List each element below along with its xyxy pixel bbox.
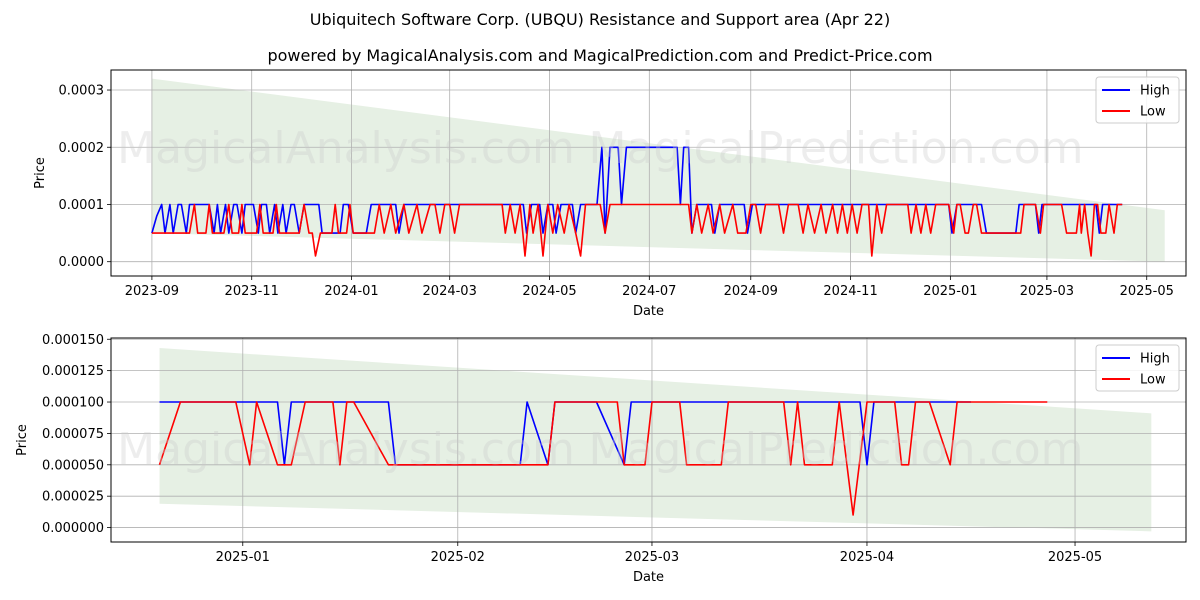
y-axis-label: Price [33, 157, 48, 189]
y-tick-label: 0.000075 [42, 427, 104, 442]
chart-subtitle: powered by MagicalAnalysis.com and Magic… [267, 46, 933, 65]
x-tick-label: 2025-05 [1048, 550, 1102, 565]
x-tick-label: 2025-03 [1020, 284, 1074, 299]
y-tick-label: 0.0002 [59, 141, 105, 156]
y-tick-label: 0.000000 [42, 521, 104, 536]
x-tick-label: 2024-11 [823, 284, 877, 299]
legend-label-low: Low [1140, 373, 1166, 388]
x-tick-label: 2024-01 [324, 284, 378, 299]
series-line-low [151, 203, 1123, 257]
legend-label-high: High [1140, 84, 1170, 99]
legend-label-high: High [1140, 352, 1170, 367]
x-tick-label: 2025-05 [1120, 284, 1174, 299]
chart-panel-1: 2023-09 2023-11 2024-01 2024-03 2024-05 2024-… [33, 69, 1187, 319]
y-tick-label: 0.0001 [59, 198, 105, 213]
x-axis-label: Date [633, 570, 664, 585]
y-tick-label: 0.000100 [42, 396, 104, 411]
x-tick-label: 2024-03 [423, 284, 477, 299]
x-tick-label: 2023-11 [225, 284, 279, 299]
plot-frame [110, 69, 1187, 277]
watermark-text: MagicalPrediction.com [589, 123, 1084, 174]
chart-panel-2: 2025-01 2025-02 2025-03 2025-04 2025-05 0.000… [15, 333, 1187, 585]
support-resistance-band [159, 348, 1152, 532]
watermark-text: MagicalAnalysis.com [117, 424, 575, 475]
x-tick-label: 2024-09 [724, 284, 778, 299]
y-tick-label: 0.000150 [42, 333, 104, 348]
y-tick-label: 0.000050 [42, 458, 104, 473]
watermark-text: MagicalAnalysis.com [117, 123, 575, 174]
y-axis-label: Price [15, 424, 30, 456]
x-tick-label: 2025-02 [431, 550, 485, 565]
y-tick-label: 0.0000 [59, 255, 105, 270]
series-line-low [158, 401, 1048, 516]
x-tick-label: 2024-05 [522, 284, 576, 299]
x-tick-label: 2023-09 [125, 284, 179, 299]
chart-title: Ubiquitech Software Corp. (UBQU) Resista… [309, 10, 891, 29]
x-tick-label: 2025-01 [216, 550, 270, 565]
x-axis-label: Date [633, 304, 664, 319]
watermark-text: MagicalPrediction.com [589, 424, 1084, 475]
plot-frame [110, 337, 1187, 543]
x-tick-label: 2025-04 [840, 550, 894, 565]
y-tick-label: 0.0003 [59, 84, 105, 99]
y-tick-label: 0.000125 [42, 364, 104, 379]
y-tick-label: 0.000025 [42, 490, 104, 505]
x-tick-label: 2024-07 [622, 284, 676, 299]
legend-label-low: Low [1140, 105, 1166, 120]
series-line-high [151, 146, 1123, 234]
x-tick-label: 2025-01 [923, 284, 977, 299]
x-tick-label: 2025-03 [625, 550, 679, 565]
